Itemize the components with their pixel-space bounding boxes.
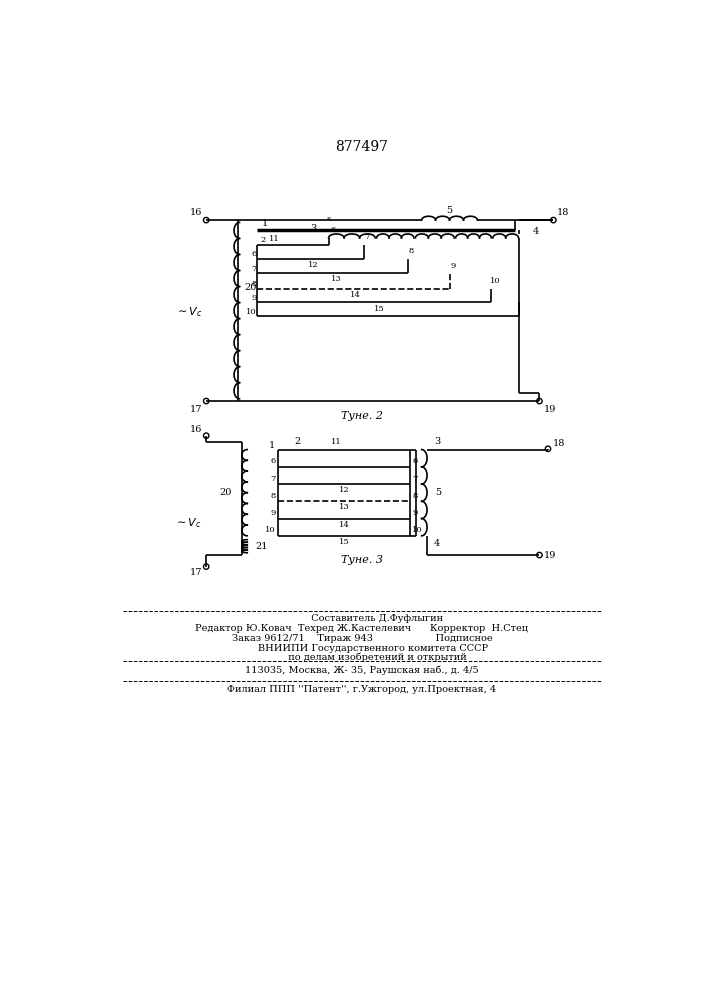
Text: 4: 4 — [533, 227, 539, 236]
Text: 20: 20 — [244, 283, 257, 292]
Text: 14: 14 — [350, 291, 361, 299]
Text: 10: 10 — [246, 308, 257, 316]
Text: 4: 4 — [434, 539, 440, 548]
Text: 3: 3 — [310, 224, 316, 233]
Text: $\sim V_c$: $\sim V_c$ — [175, 306, 203, 319]
Text: Филиал ППП ''Патент'', г.Ужгород, ул.Проектная, 4: Филиал ППП ''Патент'', г.Ужгород, ул.Про… — [228, 685, 496, 694]
Text: 5: 5 — [436, 488, 442, 497]
Text: 9: 9 — [271, 509, 276, 517]
Text: 17: 17 — [190, 568, 202, 577]
Text: $\sim V_c$: $\sim V_c$ — [174, 517, 201, 530]
Text: 2: 2 — [260, 236, 266, 244]
Text: 16: 16 — [190, 208, 202, 217]
Text: 10: 10 — [412, 526, 423, 534]
Text: 18: 18 — [553, 439, 565, 448]
Text: 15: 15 — [339, 538, 349, 546]
Text: Редактор Ю.Ковач  Техред Ж.Кастелевич      Корректор  Н.Стец: Редактор Ю.Ковач Техред Ж.Кастелевич Кор… — [195, 624, 528, 633]
Text: 20: 20 — [219, 488, 232, 497]
Text: 11: 11 — [269, 235, 280, 243]
Text: 13: 13 — [331, 275, 341, 283]
Text: 14: 14 — [339, 521, 349, 529]
Text: 17: 17 — [190, 405, 202, 414]
Text: 19: 19 — [544, 405, 556, 414]
Text: 7: 7 — [251, 265, 257, 273]
Text: по делам изобретений и открытий: по делам изобретений и открытий — [257, 653, 467, 662]
Text: 5: 5 — [446, 206, 452, 215]
Text: ВНИИПИ Государственного комитета СССР: ВНИИПИ Государственного комитета СССР — [236, 644, 488, 653]
Text: Τуне. 3: Τуне. 3 — [341, 555, 383, 565]
Text: 15: 15 — [373, 305, 385, 313]
Text: 18: 18 — [556, 208, 569, 217]
Text: 7: 7 — [365, 233, 370, 241]
Text: 21: 21 — [255, 542, 267, 551]
Text: 13: 13 — [339, 503, 349, 511]
Text: 19: 19 — [544, 551, 556, 560]
Text: 9: 9 — [451, 262, 456, 270]
Text: 10: 10 — [490, 277, 501, 285]
Text: 16: 16 — [190, 425, 202, 434]
Text: 8: 8 — [251, 280, 257, 288]
Text: 8: 8 — [409, 247, 414, 255]
Text: 7: 7 — [271, 475, 276, 483]
Text: 6: 6 — [331, 226, 336, 234]
Text: 6: 6 — [271, 457, 276, 465]
Text: Τуне. 2: Τуне. 2 — [341, 411, 383, 421]
Text: 10: 10 — [265, 526, 276, 534]
Text: 3: 3 — [434, 437, 440, 446]
Text: 11: 11 — [331, 438, 341, 446]
Text: 12: 12 — [339, 486, 349, 494]
Text: 2: 2 — [295, 437, 300, 446]
Text: 6: 6 — [412, 457, 418, 465]
Text: s: s — [327, 215, 331, 223]
Text: 9: 9 — [412, 509, 418, 517]
Text: 7: 7 — [412, 475, 418, 483]
Text: 113035, Москва, Ж- 35, Раушская наб., д. 4/5: 113035, Москва, Ж- 35, Раушская наб., д.… — [245, 666, 479, 675]
Text: 9: 9 — [251, 294, 257, 302]
Text: 1: 1 — [269, 441, 275, 450]
Text: 1: 1 — [262, 219, 268, 228]
Text: 8: 8 — [271, 492, 276, 500]
Text: Составитель Д.Фуфлыгин: Составитель Д.Фуфлыгин — [281, 614, 443, 623]
Text: 877497: 877497 — [335, 140, 388, 154]
Text: 6: 6 — [251, 250, 257, 258]
Text: 12: 12 — [308, 261, 318, 269]
Text: Заказ 9612/71    Тираж 943                    Подписное: Заказ 9612/71 Тираж 943 Подписное — [232, 634, 492, 643]
Text: 8: 8 — [412, 492, 418, 500]
